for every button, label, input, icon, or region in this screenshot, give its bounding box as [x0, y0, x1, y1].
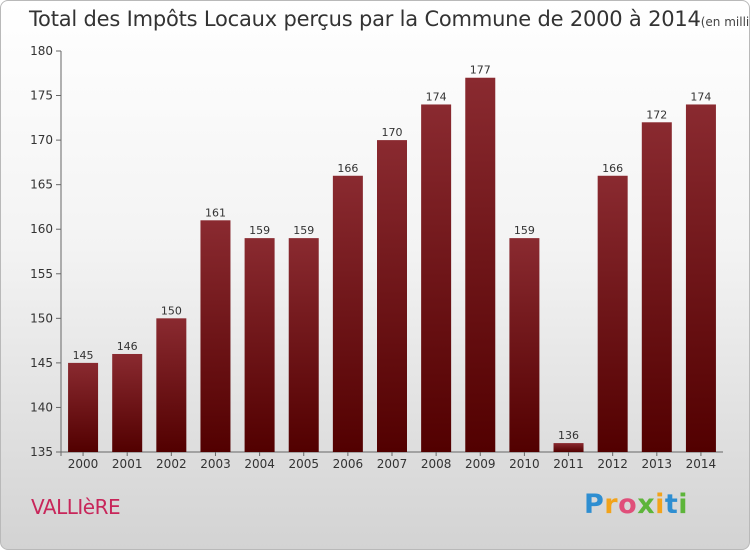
chart-labels: 145 2000 146 2001 150 2002 161 2003 159 2004 159 20… [68, 64, 716, 471]
chart-title-main: Total des Impôts Locaux perçus par la Co… [29, 7, 701, 31]
bar-value-label: 159 [249, 224, 270, 237]
y-tick-label: 135 [30, 445, 53, 459]
bar [509, 238, 540, 452]
x-tick-label: 2007 [377, 457, 408, 471]
bar [465, 77, 496, 452]
chart-bars [68, 77, 716, 453]
y-tick-label: 165 [30, 178, 53, 192]
bar-value-label: 145 [73, 349, 94, 362]
bar-value-label: 174 [426, 90, 447, 103]
y-tick-label: 175 [30, 89, 53, 103]
bar [288, 238, 319, 452]
proxiti-logo: Proxiti [584, 489, 689, 520]
bar [68, 362, 99, 452]
bar [112, 353, 143, 452]
x-tick-label: 2005 [288, 457, 319, 471]
bar-value-label: 161 [205, 206, 226, 219]
bar [377, 140, 407, 452]
y-tick-label: 155 [30, 267, 53, 281]
x-tick-label: 2000 [68, 457, 99, 471]
x-tick-label: 2004 [244, 457, 275, 471]
bar-value-label: 166 [337, 162, 358, 175]
x-tick-label: 2008 [421, 457, 452, 471]
bar-value-label: 174 [690, 90, 711, 103]
bar [553, 443, 584, 452]
y-tick-label: 150 [30, 311, 53, 325]
bar [200, 220, 231, 452]
bar-value-label: 150 [161, 304, 182, 317]
x-tick-label: 2012 [597, 457, 628, 471]
bar-value-label: 172 [646, 108, 667, 121]
bar-value-label: 170 [382, 126, 403, 139]
y-tick-label: 140 [30, 400, 53, 414]
y-tick-label: 160 [30, 222, 53, 236]
x-tick-label: 2013 [642, 457, 673, 471]
x-tick-label: 2009 [465, 457, 496, 471]
chart-title: Total des Impôts Locaux perçus par la Co… [29, 7, 750, 31]
bar-value-label: 159 [514, 224, 535, 237]
bar-value-label: 166 [602, 162, 623, 175]
y-tick-label: 145 [30, 356, 53, 370]
chart-title-unit: (en milliers d'€) [700, 15, 750, 29]
bar [597, 175, 628, 452]
x-tick-label: 2003 [200, 457, 231, 471]
chart-axes: 135 140 145 150 155 160 165 170 175 180 [30, 44, 723, 459]
x-tick-label: 2011 [553, 457, 584, 471]
x-tick-label: 2014 [686, 457, 717, 471]
commune-name: VALLIèRE [31, 495, 121, 519]
y-tick-label: 170 [30, 133, 53, 147]
bar [421, 104, 452, 452]
bar [641, 122, 672, 453]
bar [244, 238, 275, 452]
x-tick-label: 2002 [156, 457, 187, 471]
bar-value-label: 146 [117, 340, 138, 353]
y-tick-label: 180 [30, 44, 53, 58]
bar [685, 104, 716, 452]
bar-value-label: 159 [293, 224, 314, 237]
x-tick-label: 2006 [333, 457, 364, 471]
bar [332, 175, 363, 452]
bar [156, 318, 187, 452]
x-tick-label: 2010 [509, 457, 540, 471]
x-tick-label: 2001 [112, 457, 143, 471]
bar-value-label: 136 [558, 429, 579, 442]
bar-value-label: 177 [470, 64, 491, 77]
